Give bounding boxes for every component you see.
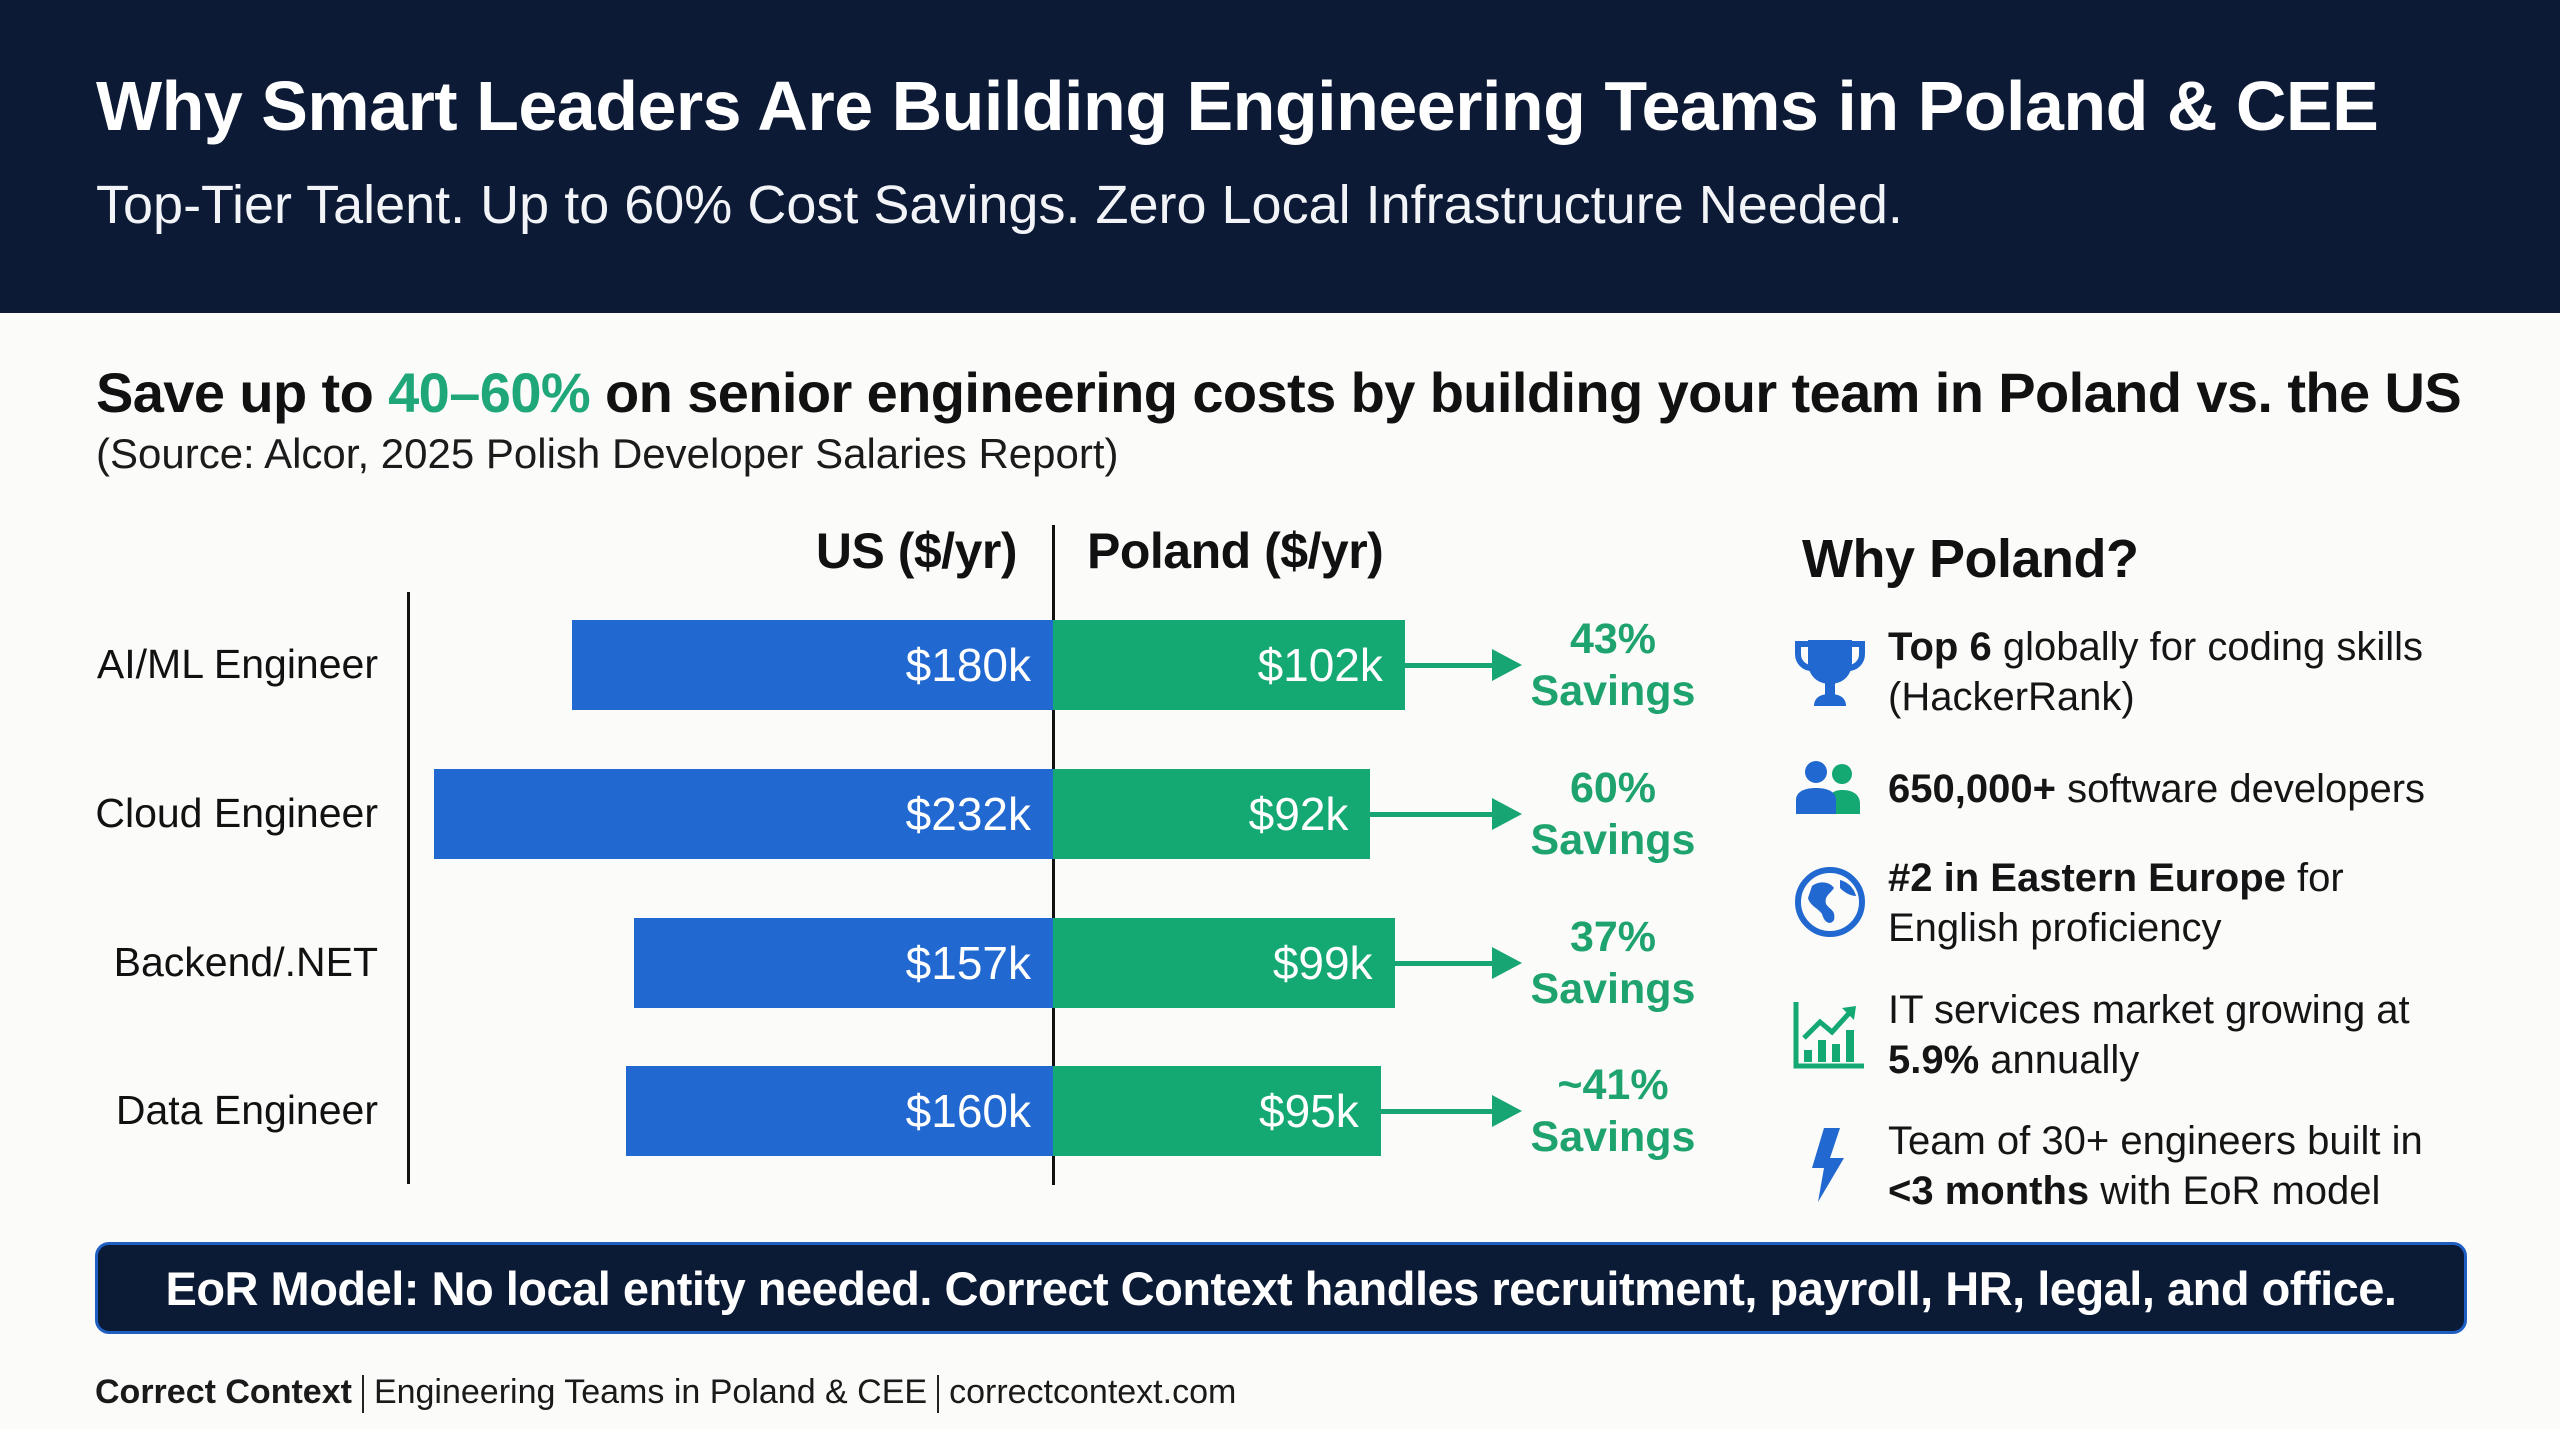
arrow-right-icon xyxy=(1492,649,1522,681)
bar-poland xyxy=(1053,769,1371,859)
savings-percent: 37% xyxy=(1569,913,1657,961)
eor-banner: EoR Model: No local entity needed. Corre… xyxy=(95,1242,2467,1334)
arrow-right-icon xyxy=(1492,1095,1522,1127)
why-item-bold: <3 months xyxy=(1888,1169,2090,1213)
bar-poland-value-label: $95k xyxy=(1259,1085,1359,1137)
why-item-bold: 650,000+ xyxy=(1888,767,2056,811)
savings-arrow-line xyxy=(1394,961,1492,966)
savings-arrow-line xyxy=(1380,1109,1492,1114)
savings-percent: 43% xyxy=(1569,615,1657,663)
category-label: Cloud Engineer xyxy=(95,790,378,836)
eor-banner-text: EoR Model: No local entity needed. Corre… xyxy=(165,1261,2397,1315)
why-item-text: IT services market growing at xyxy=(1888,988,2410,1032)
trophy-icon xyxy=(1790,632,1870,712)
why-item-english: #2 in Eastern Europe for English profici… xyxy=(1888,853,2344,953)
savings-label: Savings xyxy=(1530,816,1696,864)
legend-poland: Poland ($/yr) xyxy=(1087,523,1384,579)
why-item-text-line2: with EoR model xyxy=(2089,1169,2381,1213)
savings-label: Savings xyxy=(1530,667,1696,715)
footer-brand: Correct Context xyxy=(95,1373,352,1411)
savings-label: Savings xyxy=(1530,1113,1696,1161)
why-item-bold: #2 in Eastern Europe xyxy=(1888,856,2286,900)
growth-chart-icon xyxy=(1790,994,1870,1074)
why-item-text-line2: annually xyxy=(1979,1038,2140,1082)
chart-headline: Save up to 40–60% on senior engineering … xyxy=(96,360,2462,425)
savings-annotation: ~41% Savings xyxy=(1503,1059,1723,1163)
savings-annotation: 60% Savings xyxy=(1503,762,1723,866)
why-item-coding-skills: Top 6 globally for coding skills (Hacker… xyxy=(1888,622,2423,722)
footer-website[interactable]: correctcontext.com xyxy=(949,1373,1237,1411)
bar-poland-value-label: $102k xyxy=(1257,639,1383,691)
page-title: Why Smart Leaders Are Building Engineeri… xyxy=(96,67,2379,145)
arrow-right-icon xyxy=(1492,947,1522,979)
header-banner: Why Smart Leaders Are Building Engineeri… xyxy=(0,0,2560,313)
chart-source: (Source: Alcor, 2025 Polish Developer Sa… xyxy=(96,430,1119,477)
category-label: Backend/.NET xyxy=(113,939,378,985)
globe-icon xyxy=(1790,862,1870,942)
why-item-bold: 5.9% xyxy=(1888,1038,1980,1082)
users-icon xyxy=(1790,752,1870,832)
bar-us xyxy=(625,1066,1053,1156)
headline-highlight: 40–60% xyxy=(388,361,591,424)
why-poland-title: Why Poland? xyxy=(1802,529,2139,589)
footer: Correct Context Engineering Teams in Pola… xyxy=(95,1373,1237,1414)
savings-arrow-line xyxy=(1404,663,1492,668)
legend-us: US ($/yr) xyxy=(815,523,1018,579)
why-item-team-speed: Team of 30+ engineers built in <3 months… xyxy=(1888,1116,2423,1216)
page-subtitle: Top-Tier Talent. Up to 60% Cost Savings.… xyxy=(96,175,1903,235)
category-label: AI/ML Engineer xyxy=(96,641,378,687)
savings-annotation: 37% Savings xyxy=(1503,911,1723,1015)
why-item-text: globally for coding skills xyxy=(1991,625,2424,669)
category-axis-line xyxy=(407,592,410,1184)
why-item-text: Team of 30+ engineers built in xyxy=(1888,1119,2423,1163)
footer-tagline: Engineering Teams in Poland & CEE xyxy=(373,1373,928,1411)
savings-arrow-line xyxy=(1370,812,1492,817)
bar-us-value-label: $232k xyxy=(905,788,1031,840)
why-item-text: software developers xyxy=(2055,767,2426,811)
why-item-market-growth: IT services market growing at 5.9% annua… xyxy=(1888,985,2410,1085)
headline-suffix: on senior engineering costs by building … xyxy=(590,361,2462,424)
why-item-developers: 650,000+ software developers xyxy=(1888,764,2425,814)
footer-separator xyxy=(361,1375,364,1414)
savings-label: Savings xyxy=(1530,965,1696,1013)
arrow-right-icon xyxy=(1492,798,1522,830)
why-item-bold: Top 6 xyxy=(1888,625,1992,669)
savings-percent: 60% xyxy=(1569,764,1657,812)
bar-us-value-label: $160k xyxy=(905,1085,1031,1137)
bar-us-value-label: $157k xyxy=(905,937,1031,989)
bar-poland-value-label: $99k xyxy=(1272,937,1373,989)
bar-poland-value-label: $92k xyxy=(1248,788,1349,840)
savings-percent: ~41% xyxy=(1557,1061,1669,1109)
bar-us-value-label: $180k xyxy=(905,639,1031,691)
why-item-text-line2: (HackerRank) xyxy=(1888,675,2135,719)
why-item-text: for xyxy=(2285,856,2344,900)
why-item-text-line2: English proficiency xyxy=(1888,906,2222,950)
bar-us xyxy=(433,769,1053,859)
lightning-icon xyxy=(1790,1124,1870,1204)
savings-annotation: 43% Savings xyxy=(1503,613,1723,717)
bar-poland xyxy=(1053,1066,1381,1156)
bar-poland xyxy=(1053,620,1405,710)
category-label: Data Engineer xyxy=(115,1087,378,1133)
footer-separator xyxy=(937,1375,940,1414)
bar-us xyxy=(572,620,1053,710)
bar-poland xyxy=(1053,918,1395,1008)
bar-us xyxy=(633,918,1053,1008)
headline-prefix: Save up to xyxy=(96,361,389,424)
